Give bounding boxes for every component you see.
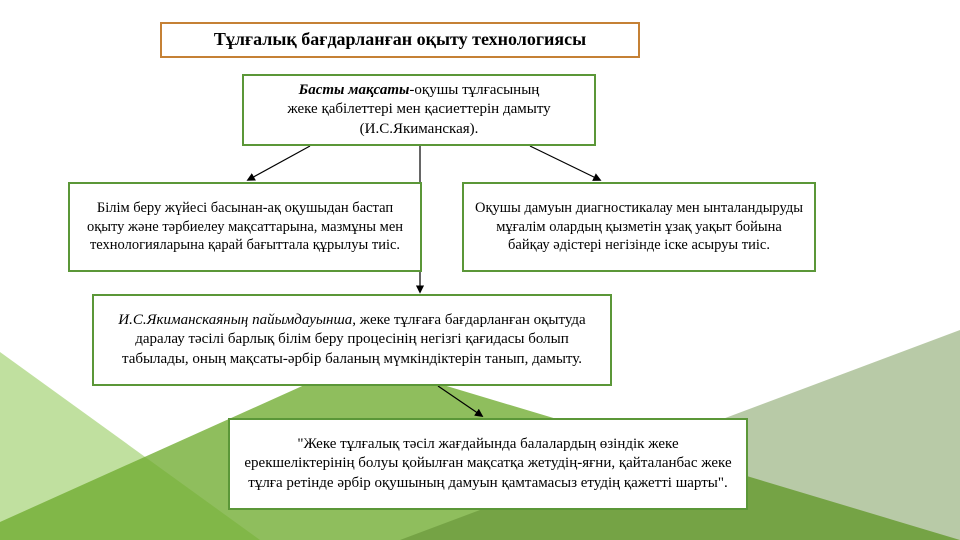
title-box: Тұлғалық бағдарланған оқыту технологиясы (160, 22, 640, 58)
middle-box: И.С.Якиманскаяның пайымдауынша, жеке тұл… (92, 294, 612, 386)
right-box: Оқушы дамуын диагностикалау мен ынталанд… (462, 182, 816, 272)
goal-box: Басты мақсаты-оқушы тұлғасыныңжеке қабіл… (242, 74, 596, 146)
middle-text: И.С.Якиманскаяның пайымдауынша, жеке тұл… (106, 311, 598, 370)
bottom-box: "Жеке тұлғалық тәсіл жағдайында балалард… (228, 418, 748, 510)
goal-text: Басты мақсаты-оқушы тұлғасыныңжеке қабіл… (287, 81, 550, 140)
title-text: Тұлғалық бағдарланған оқыту технологиясы (214, 28, 586, 51)
right-text: Оқушы дамуын диагностикалау мен ынталанд… (474, 199, 804, 256)
left-text: Білім беру жүйесі басынан-ақ оқушыдан ба… (80, 199, 410, 256)
bottom-text: "Жеке тұлғалық тәсіл жағдайында балалард… (242, 435, 734, 494)
left-box: Білім беру жүйесі басынан-ақ оқушыдан ба… (68, 182, 422, 272)
slide: Тұлғалық бағдарланған оқыту технологиясы… (0, 0, 960, 540)
